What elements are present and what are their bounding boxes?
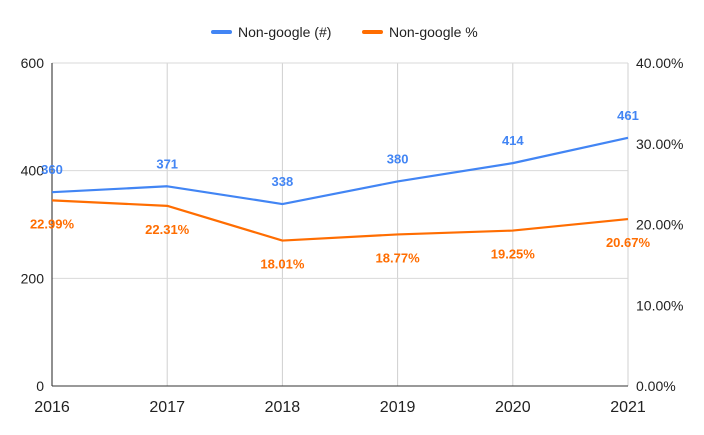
left-axis-tick-label: 200 — [21, 270, 45, 286]
data-label: 18.01% — [260, 257, 305, 272]
left-axis-tick-label: 600 — [21, 55, 45, 71]
data-label: 380 — [387, 151, 409, 166]
data-label: 461 — [617, 108, 639, 123]
data-label: 20.67% — [606, 235, 651, 250]
data-label: 360 — [41, 162, 63, 177]
left-axis-tick-label: 400 — [21, 163, 45, 179]
x-axis-tick-label: 2016 — [34, 399, 70, 416]
left-axis-tick-label: 0 — [36, 378, 44, 394]
data-labels: 360 371 338 380 414 461 22.99% 22.31% 18.01% 18.7… — [30, 108, 651, 272]
data-label: 18.77% — [376, 250, 421, 265]
legend: Non-google (#) Non-google % — [211, 24, 478, 40]
x-axis-tick-label: 2019 — [380, 399, 416, 416]
right-axis-tick-label: 0.00% — [636, 378, 676, 394]
x-axis-tick-label: 2020 — [495, 399, 531, 416]
gridlines — [52, 62, 629, 386]
x-axis-tick-label: 2018 — [265, 399, 301, 416]
right-axis-tick-label: 40.00% — [636, 55, 683, 71]
data-label: 22.99% — [30, 216, 75, 231]
data-label: 371 — [156, 156, 178, 171]
right-axis-tick-label: 10.00% — [636, 297, 683, 313]
series-lines — [51, 136, 629, 242]
legend-label: Non-google % — [389, 24, 478, 40]
series-line-percent — [51, 199, 629, 242]
series-line-count — [51, 136, 629, 206]
data-label: 414 — [502, 133, 524, 148]
right-axis-tick-label: 30.00% — [636, 136, 683, 152]
x-axis-tick-label: 2021 — [610, 399, 646, 416]
data-label: 338 — [272, 174, 294, 189]
axes: 0 200 400 600 0.00% 10.00% 20.00% 30.00% 40.00% 2… — [21, 55, 684, 416]
x-axis-tick-label: 2017 — [149, 399, 185, 416]
legend-label: Non-google (#) — [238, 24, 331, 40]
data-label: 19.25% — [491, 247, 536, 262]
data-label: 22.31% — [145, 222, 190, 237]
right-axis-tick-label: 20.00% — [636, 217, 683, 233]
